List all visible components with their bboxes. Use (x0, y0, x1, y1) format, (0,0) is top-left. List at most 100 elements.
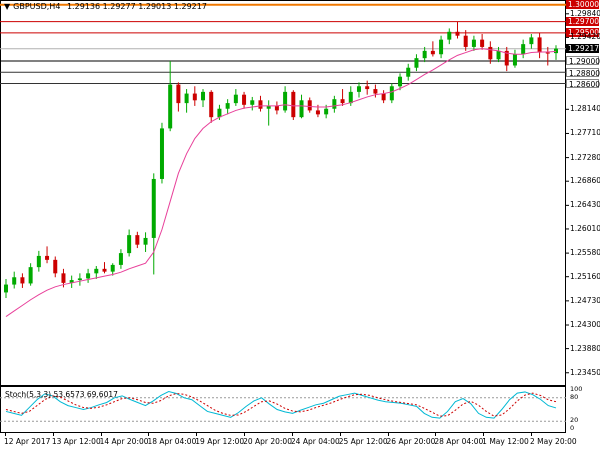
candle-body (373, 89, 378, 94)
candle-body (529, 37, 534, 45)
candle-body (233, 94, 238, 104)
level-tag[interactable]: 1.28800 (566, 67, 600, 78)
candle-body (184, 93, 189, 104)
candle-body (250, 100, 255, 105)
level-tag[interactable]: 1.29500 (566, 28, 600, 38)
candle-body (53, 259, 58, 274)
time-tick-mark (148, 433, 150, 436)
candle-body (463, 35, 468, 47)
price-tick-label: 1.26010 (570, 223, 600, 233)
candle-body (348, 91, 353, 104)
candle-body (217, 108, 222, 118)
candle-body (488, 46, 493, 60)
candle-body (356, 86, 361, 92)
price-tick-label: 1.25160 (570, 271, 600, 281)
candle-body (192, 93, 197, 101)
level-tag[interactable]: 1.29000 (566, 56, 600, 66)
candle-body (176, 84, 181, 104)
candle-body (168, 84, 173, 129)
level-tag[interactable]: 1.29217 (566, 44, 600, 54)
time-label: 14 Apr 20:00 (99, 437, 149, 446)
candle-body (159, 128, 164, 179)
time-tick-mark (244, 433, 246, 436)
indicator-label: Stoch(5,3,3) 53.6573 69.6017 (5, 390, 118, 399)
price-tick-label: 1.29420 (570, 32, 600, 42)
symbol-label: GBPUSD,H4 (13, 2, 61, 11)
candle-body (324, 108, 329, 115)
candle-body (118, 253, 123, 265)
candle-body (398, 76, 403, 87)
candle-body (504, 50, 509, 66)
candle-body (77, 278, 82, 281)
candle-body (4, 284, 8, 293)
level-tag[interactable]: 1.30000 (566, 0, 600, 10)
candle-body (365, 86, 370, 90)
candle-body (554, 48, 558, 54)
candle-body (36, 255, 41, 268)
symbol-header: ▼ GBPUSD,H4 1.29136 1.29277 1.29013 1.292… (4, 2, 207, 11)
candle-body (332, 99, 337, 109)
candle-body (307, 100, 312, 111)
price-tick-label: 1.23450 (570, 367, 600, 377)
candle-body (94, 268, 99, 274)
candle-body (389, 86, 394, 101)
candle-body (471, 39, 476, 47)
candle-body (102, 268, 107, 272)
candle-body (274, 105, 279, 111)
time-label: 18 Apr 04:00 (147, 437, 197, 446)
moving-average-line (5, 48, 557, 318)
price-tick-label: 1.24730 (570, 295, 600, 305)
candle-body (201, 91, 206, 101)
time-tick-mark (291, 433, 293, 436)
candle-body (45, 255, 50, 260)
stochastic-chart[interactable] (0, 386, 566, 433)
price-tick-label: 1.28140 (570, 104, 600, 114)
candle-body (545, 52, 550, 54)
level-tag[interactable]: 1.29700 (566, 17, 600, 27)
candle-body (521, 44, 526, 55)
indicator-frame[interactable] (0, 386, 566, 433)
price-tick-label: 1.29840 (570, 8, 600, 18)
candle-body (69, 280, 74, 283)
stoch-main-line (5, 391, 557, 419)
price-tick-label: 1.26430 (570, 200, 600, 210)
price-tick-label: 1.25580 (570, 248, 600, 258)
candle-body (209, 91, 214, 118)
time-label: 19 Apr 12:00 (195, 437, 245, 446)
price-tick-label: 1.24300 (570, 320, 600, 329)
candle-body (406, 67, 411, 77)
candle-body (266, 105, 271, 109)
time-tick-mark (387, 433, 389, 436)
dropdown-triangle-icon[interactable]: ▼ (4, 2, 11, 11)
price-tick-label: 1.26860 (570, 176, 600, 186)
time-label: 25 Apr 12:00 (338, 437, 388, 446)
candle-body (242, 94, 247, 105)
level-tag[interactable]: 1.28600 (566, 78, 600, 89)
candle-body (127, 235, 132, 254)
stoch-level-label: 100 (570, 385, 583, 393)
time-tick-mark (339, 433, 341, 436)
candle-body (135, 235, 140, 245)
stoch-level-label: 20 (570, 416, 579, 425)
time-tick-mark (52, 433, 54, 436)
candle-body (430, 50, 435, 55)
time-label: 1 May 12:00 (482, 437, 529, 446)
candle-body (480, 39, 485, 47)
candle-body (340, 99, 345, 104)
time-tick-mark (196, 433, 198, 436)
candle-body (439, 39, 444, 55)
candle-body (537, 37, 542, 53)
candle-body (381, 93, 386, 101)
candle-body (283, 91, 288, 111)
price-tick-label: 1.27280 (570, 152, 600, 162)
time-label: 20 Apr 20:00 (243, 437, 292, 446)
time-label: 28 Apr 04:00 (434, 437, 484, 446)
price-chart[interactable] (0, 0, 566, 386)
stoch-signal-line (5, 392, 557, 417)
candle-body (86, 273, 91, 279)
time-label: 12 Apr 2017 (4, 437, 51, 446)
main-chart-frame[interactable] (0, 0, 566, 386)
time-tick-mark (5, 433, 6, 436)
price-axis (566, 13, 569, 374)
